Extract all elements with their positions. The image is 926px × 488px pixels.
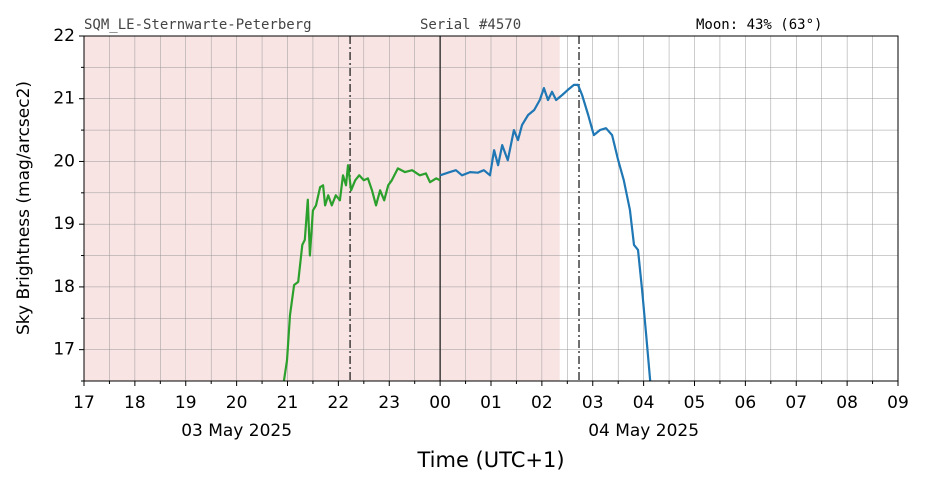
night-shade <box>84 36 560 381</box>
y-tick-label: 21 <box>53 89 75 109</box>
serial: Serial #4570 <box>420 17 521 33</box>
series-line <box>282 164 441 382</box>
x-tick-label: 22 <box>328 393 350 413</box>
y-tick-label: 19 <box>53 214 75 234</box>
y-tick-label: 22 <box>53 26 75 46</box>
x-tick-label: 04 <box>633 393 655 413</box>
date-label: 04 May 2025 <box>588 421 699 441</box>
x-tick-label: 19 <box>175 393 197 413</box>
plot-frame <box>83 35 899 382</box>
y-tick-label: 17 <box>53 340 75 360</box>
x-tick-label: 08 <box>836 393 858 413</box>
x-tick-label: 17 <box>73 393 95 413</box>
x-tick-label: 20 <box>226 393 248 413</box>
x-tick-label: 07 <box>785 393 807 413</box>
series-line <box>439 83 652 382</box>
x-tick-label: 00 <box>429 393 451 413</box>
x-tick-label: 05 <box>684 393 706 413</box>
x-tick-label: 03 <box>582 393 604 413</box>
x-tick-label: 23 <box>378 393 400 413</box>
x-axis-label: Time (UTC+1) <box>416 448 564 472</box>
date-label: 03 May 2025 <box>181 421 292 441</box>
x-tick-label: 21 <box>277 393 299 413</box>
y-tick-label: 18 <box>53 277 75 297</box>
site-name: SQM_LE-Sternwarte-Peterberg <box>84 17 312 33</box>
x-tick-label: 18 <box>124 393 146 413</box>
moon-info: Moon: 43% (63°) <box>696 17 822 33</box>
y-axis-label: Sky Brightness (mag/arcsec2) <box>14 81 34 335</box>
x-tick-label: 02 <box>531 393 553 413</box>
x-tick-label: 09 <box>887 393 909 413</box>
x-tick-label: 01 <box>480 393 502 413</box>
x-tick-label: 06 <box>735 393 757 413</box>
y-tick-label: 20 <box>53 151 75 171</box>
